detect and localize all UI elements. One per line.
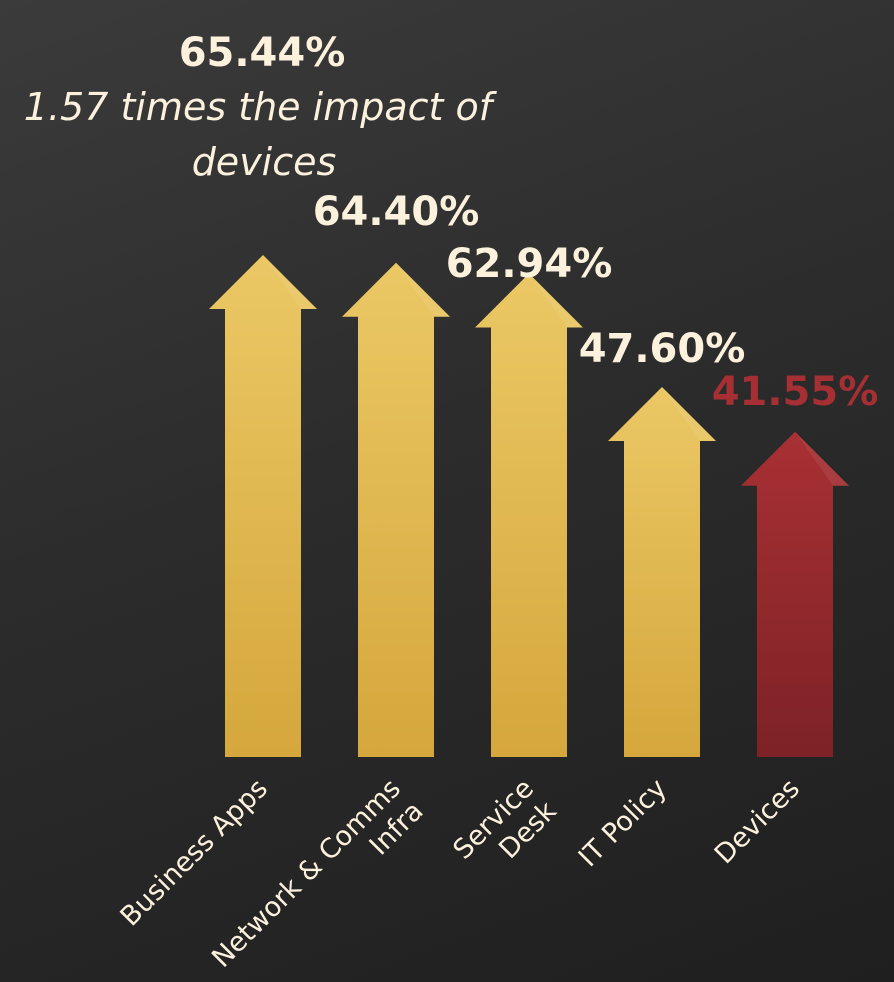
- value-label-1: 65.44%: [179, 30, 346, 76]
- value-label-5: 41.55%: [712, 369, 879, 415]
- category-label-4: IT Policy: [573, 773, 673, 873]
- value-label-2: 64.40%: [313, 189, 480, 235]
- arrow-head-shine-3: [529, 273, 583, 328]
- annotation-line-2: devices: [192, 140, 337, 184]
- category-label-5-line-1: Devices: [709, 773, 806, 870]
- value-label-4: 47.60%: [579, 326, 746, 372]
- arrow-head-shine-1: [263, 255, 317, 309]
- category-label-4-line-1: IT Policy: [573, 773, 673, 873]
- arrow-bar-1: [209, 255, 317, 757]
- arrow-head-shine-4: [662, 387, 716, 442]
- arrow-head-shine-5: [795, 431, 849, 486]
- arrow-bar-2: [342, 262, 450, 757]
- value-label-3: 62.94%: [446, 241, 613, 287]
- arrow-bar-5: [741, 431, 849, 757]
- arrow-bar-3: [475, 273, 583, 757]
- category-label-3: ServiceDesk: [447, 773, 562, 888]
- category-label-5: Devices: [709, 773, 806, 870]
- annotation-text: 1.57 times the impact of devices: [24, 85, 504, 184]
- arrow-head-shine-2: [396, 262, 450, 317]
- arrow-bar-4: [608, 387, 716, 757]
- chart-marks: [209, 255, 849, 757]
- annotation-line-1: 1.57 times the impact of: [24, 85, 498, 129]
- value-labels: 65.44% 64.40% 62.94% 47.60%41.55%: [179, 30, 879, 415]
